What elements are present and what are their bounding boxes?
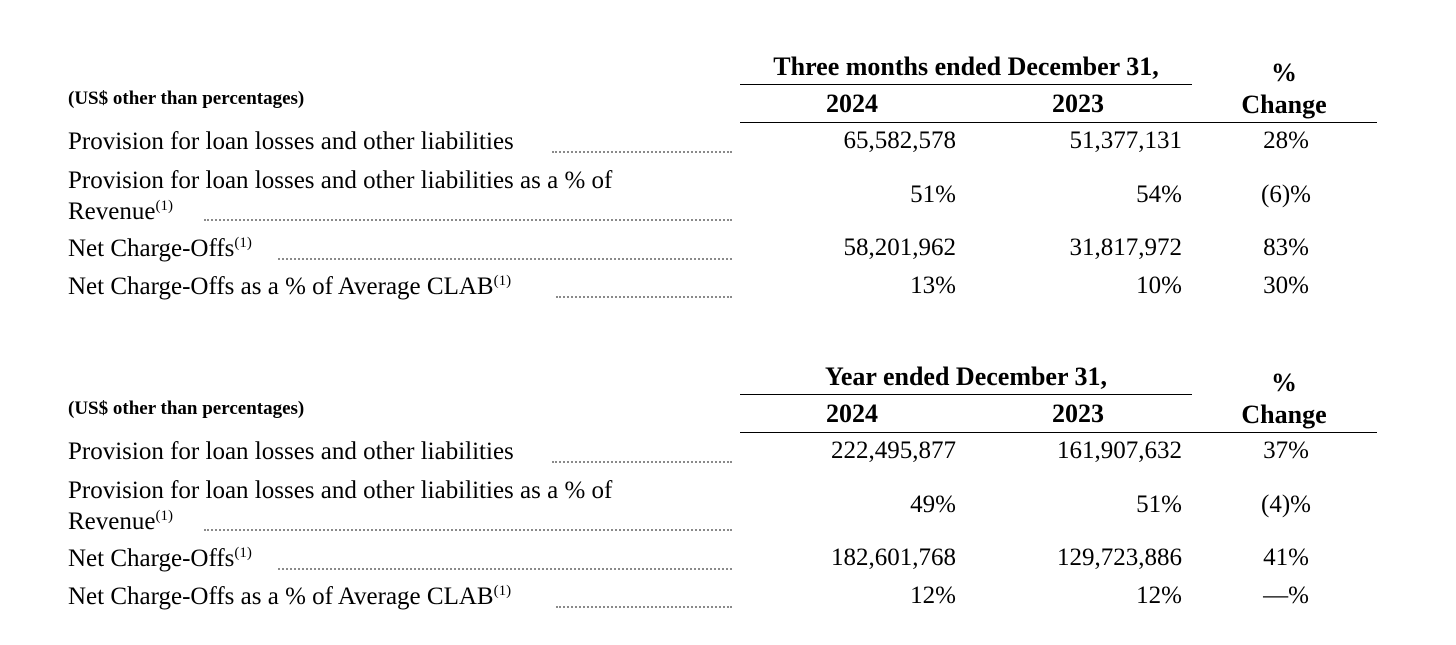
- pct-change-value: 83%: [1263, 234, 1309, 261]
- value-2024: 65,582,578: [843, 127, 957, 154]
- row-label-line2: Revenue(1): [68, 507, 173, 537]
- value-2024: 222,495,877: [831, 437, 956, 464]
- row-label-text: Net Charge-Offs: [68, 235, 235, 262]
- value-2024: 51%: [910, 181, 956, 208]
- footnote-marker: (1): [234, 235, 252, 251]
- row-label: Provision for loan losses and other liab…: [68, 438, 514, 465]
- value-2023: 129,723,886: [1057, 544, 1182, 571]
- footnote-marker: (1): [234, 545, 252, 561]
- value-2024: 12%: [910, 582, 956, 609]
- change-column-header: Change: [1241, 400, 1327, 429]
- value-2024: 49%: [910, 491, 956, 518]
- group-header-underline: [740, 84, 1192, 85]
- column-header-2023: 2023: [1052, 89, 1104, 118]
- row-label-text: Revenue: [68, 198, 156, 225]
- value-2024: 58,201,962: [843, 234, 957, 261]
- dot-leader: [204, 529, 732, 531]
- row-label-line2: Revenue(1): [68, 197, 173, 227]
- row-label-text: Net Charge-Offs: [68, 545, 235, 572]
- dot-leader: [278, 258, 732, 260]
- value-2023: 12%: [1136, 582, 1182, 609]
- value-2023: 31,817,972: [1069, 234, 1183, 261]
- pct-change-value: (6)%: [1261, 181, 1311, 208]
- column-header-2023: 2023: [1052, 399, 1104, 428]
- row-label-line1: Provision for loan losses and other liab…: [68, 167, 613, 194]
- pct-change-symbol: %: [1271, 368, 1297, 397]
- group-header: Three months ended December 31,: [773, 52, 1159, 81]
- value-2024: 182,601,768: [831, 544, 956, 571]
- row-label: Net Charge-Offs(1): [68, 544, 252, 574]
- dot-leader: [278, 568, 732, 570]
- pct-change-value: 30%: [1263, 272, 1309, 299]
- value-2023: 10%: [1136, 272, 1182, 299]
- row-label-text: Net Charge-Offs as a % of Average CLAB: [68, 583, 494, 610]
- value-2024: 13%: [910, 272, 956, 299]
- value-2023: 51%: [1136, 491, 1182, 518]
- footnote-marker: (1): [155, 508, 173, 524]
- header-rule: [740, 122, 1377, 123]
- value-2023: 54%: [1136, 181, 1182, 208]
- row-label: Net Charge-Offs(1): [68, 234, 252, 264]
- dot-leader: [552, 461, 732, 463]
- value-2023: 51,377,131: [1069, 127, 1183, 154]
- header-rule: [740, 432, 1377, 433]
- row-label: Net Charge-Offs as a % of Average CLAB(1…: [68, 272, 511, 302]
- value-2023: 161,907,632: [1057, 437, 1182, 464]
- pct-change-value: 41%: [1263, 544, 1309, 571]
- pct-change-value: 28%: [1263, 127, 1309, 154]
- dot-leader: [556, 296, 732, 298]
- column-header-2024: 2024: [826, 399, 878, 428]
- dot-leader: [552, 151, 732, 153]
- row-label-text: Revenue: [68, 508, 156, 535]
- footnote-marker: (1): [493, 273, 512, 289]
- footnote-marker: (1): [155, 198, 173, 214]
- row-label: Net Charge-Offs as a % of Average CLAB(1…: [68, 582, 511, 612]
- pct-change-symbol: %: [1271, 58, 1297, 87]
- group-header: Year ended December 31,: [824, 362, 1108, 391]
- units-label: (US$ other than percentages): [68, 88, 305, 109]
- row-label: Provision for loan losses and other liab…: [68, 128, 514, 155]
- footnote-marker: (1): [493, 583, 512, 599]
- pct-change-value: —%: [1263, 582, 1309, 609]
- dot-leader: [204, 219, 732, 221]
- dot-leader: [556, 606, 732, 608]
- column-header-2024: 2024: [826, 89, 878, 118]
- pct-change-value: 37%: [1263, 437, 1309, 464]
- units-label: (US$ other than percentages): [68, 398, 305, 419]
- change-column-header: Change: [1241, 90, 1327, 119]
- group-header-underline: [740, 394, 1192, 395]
- row-label-text: Net Charge-Offs as a % of Average CLAB: [68, 273, 494, 300]
- row-label-line1: Provision for loan losses and other liab…: [68, 477, 613, 504]
- pct-change-value: (4)%: [1261, 491, 1311, 518]
